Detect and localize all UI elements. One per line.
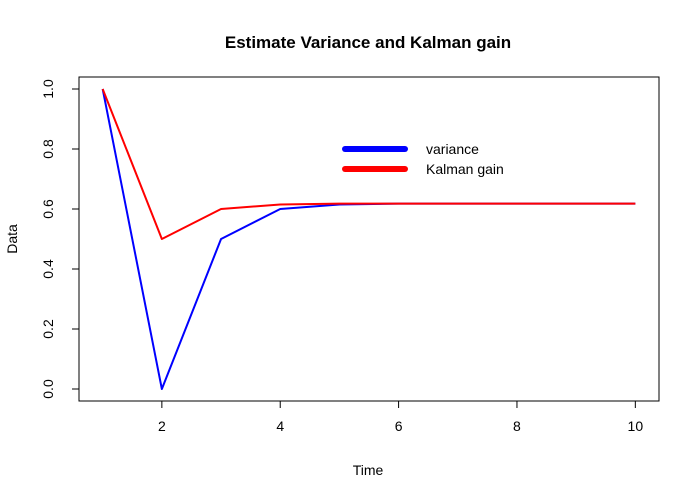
series-lines: [101, 88, 636, 390]
y-tick-label: 0.8: [40, 139, 56, 159]
y-tick-label: 0.4: [40, 259, 56, 279]
x-tick-label: 4: [276, 418, 284, 434]
x-tick-label: 8: [513, 418, 521, 434]
y-axis-label: Data: [4, 224, 20, 254]
y-tick-label: 1.0: [40, 79, 56, 99]
y-axis: 0.0 0.2 0.4 0.6 0.8 1.0: [40, 79, 80, 399]
y-tick-label: 0.6: [40, 199, 56, 219]
x-axis-label: Time: [353, 462, 384, 478]
chart-title: Estimate Variance and Kalman gain: [225, 33, 511, 52]
y-tick-label: 0.2: [40, 319, 56, 339]
x-axis: 2 4 6 8 10: [158, 400, 644, 434]
series-line-kalman-gain: [101, 88, 636, 240]
y-tick-label: 0.0: [40, 379, 56, 399]
legend-label: Kalman gain: [426, 161, 504, 177]
x-tick-label: 6: [395, 418, 403, 434]
series-line-variance: [101, 88, 636, 390]
x-tick-label: 2: [158, 418, 166, 434]
plot-frame: [78, 76, 660, 402]
legend-label: variance: [426, 141, 479, 157]
x-tick-label: 10: [628, 418, 644, 434]
legend: variance Kalman gain: [342, 141, 504, 177]
